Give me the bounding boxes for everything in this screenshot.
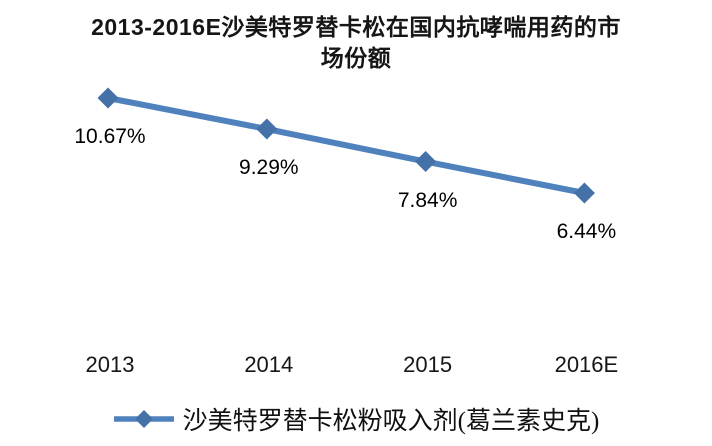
- legend: 沙美特罗替卡松粉吸入剂(葛兰素史克): [0, 401, 712, 437]
- data-point-marker-2014: [256, 118, 278, 140]
- x-axis-label-2015: 2015: [403, 352, 453, 377]
- series-line: [105, 95, 588, 196]
- data-label-2016e: 6.44%: [556, 220, 617, 243]
- data-point-marker-2015: [415, 151, 437, 173]
- data-point-marker-2016E: [573, 182, 595, 204]
- legend-series-label: 沙美特罗替卡松粉吸入剂(葛兰素史克): [182, 408, 600, 435]
- legend-line-diamond-icon: [113, 410, 174, 428]
- x-axis-label-2014: 2014: [244, 352, 294, 377]
- x-axis-label-2013: 2013: [85, 352, 135, 377]
- data-label-2014: 9.29%: [239, 155, 299, 179]
- x-axis-label-2016e: 2016E: [554, 352, 619, 377]
- data-label-2013: 10.67%: [74, 125, 146, 148]
- chart-title-line2: 场份额: [320, 45, 392, 71]
- chart-title-line1: 2013-2016E沙美特罗替卡松在国内抗哮喘用药的市: [91, 14, 621, 40]
- chart-title: 2013-2016E沙美特罗替卡松在国内抗哮喘用药的市 场份额: [0, 12, 712, 74]
- data-point-marker-2013: [97, 87, 119, 109]
- data-label-2015: 7.84%: [397, 188, 458, 212]
